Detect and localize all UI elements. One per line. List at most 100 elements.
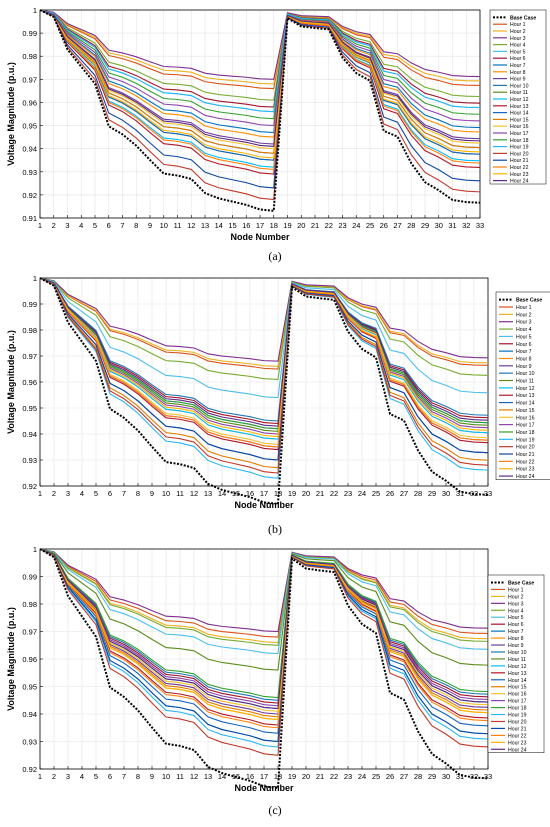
x-axis-label: Node Number (230, 232, 290, 242)
legend-label: Hour 15 (516, 408, 535, 414)
series-line-hour-6 (39, 277, 489, 425)
x-tick-label: 10 (162, 489, 170, 498)
voltage-chart-a: 1 2 3 4 5 6 7 8 9 10 11 12 13 14 15 16 17 18 19 20 21 22 23 24 2… (6, 6, 547, 242)
series-line-hour-7 (39, 9, 481, 134)
legend-label: Hour 5 (508, 615, 524, 621)
panel-label-c: (c) (268, 803, 282, 817)
x-tick-label: 5 (94, 772, 98, 781)
legend-label: Hour 14 (508, 678, 527, 684)
legend-label: Hour 24 (508, 747, 527, 753)
x-tick-label: 16 (246, 772, 254, 781)
y-tick-label: 0.92 (22, 191, 37, 200)
legend-label: Hour 16 (510, 124, 529, 130)
x-tick-label: 9 (148, 221, 152, 230)
y-tick-label: 0.99 (22, 29, 37, 38)
y-tick-label: 0.93 (22, 168, 37, 177)
x-tick-label: 6 (108, 772, 112, 781)
series-line-hour-24 (39, 548, 489, 710)
x-tick-label: 22 (325, 221, 333, 230)
series-line-hour-9 (39, 548, 489, 715)
series-group (39, 9, 481, 212)
legend-label: Hour 7 (508, 629, 524, 635)
legend-label: Hour 2 (508, 594, 524, 600)
y-tick-label: 1 (33, 274, 37, 283)
legend-label: Base Case (516, 298, 542, 304)
series-line-hour-12 (39, 9, 481, 168)
x-tick-label: 17 (260, 772, 268, 781)
x-tick-label: 28 (407, 221, 415, 230)
x-tick-label: 20 (302, 489, 310, 498)
legend-label: Hour 2 (516, 312, 532, 318)
series-line-hour-16 (39, 9, 481, 150)
x-tick-label: 4 (80, 489, 84, 498)
x-tick-label: 8 (134, 221, 138, 230)
y-tick-label: 0.95 (22, 122, 37, 131)
series-line-hour-20 (39, 548, 489, 756)
series-line-hour-8 (39, 9, 481, 138)
x-tick-label: 24 (352, 221, 360, 230)
y-tick-label: 0.94 (22, 145, 37, 154)
series-line-hour-16 (39, 548, 489, 712)
legend-label: Hour 5 (516, 334, 532, 340)
x-tick-label: 3 (66, 489, 70, 498)
x-tick-label: 27 (400, 772, 408, 781)
legend-label: Base Case (510, 15, 536, 21)
legend-label: Hour 9 (516, 364, 532, 370)
x-tick-label: 12 (187, 221, 195, 230)
series-line-hour-1 (39, 548, 489, 638)
series-line-hour-23 (39, 9, 481, 159)
x-tick-label: 4 (80, 772, 84, 781)
series-line-hour-21 (39, 9, 481, 189)
legend-label: Hour 3 (516, 320, 532, 326)
chart-panel-b: 1 2 3 4 5 6 7 8 9 10 11 12 13 14 15 16 17 18 19 20 21 22 23 24 2… (0, 270, 550, 545)
x-tick-label: 24 (358, 772, 366, 781)
legend-label: Hour 8 (508, 636, 524, 642)
series-line-hour-15 (39, 277, 489, 469)
series-line-hour-22 (39, 9, 481, 171)
legend-label: Hour 15 (510, 117, 529, 123)
voltage-chart-c: 1 2 3 4 5 6 7 8 9 10 11 12 13 14 15 16 17 18 19 20 21 22 23 24 2… (6, 545, 545, 793)
x-tick-label: 33 (476, 221, 484, 230)
x-tick-label: 14 (218, 772, 226, 781)
y-tick-label: 0.94 (22, 710, 37, 719)
legend-label: Hour 24 (510, 179, 529, 185)
x-tick-label: 25 (366, 221, 374, 230)
y-tick-label: 0.97 (22, 75, 37, 84)
x-tick-label: 12 (190, 772, 198, 781)
x-tick-label: 27 (400, 489, 408, 498)
x-tick-label: 20 (302, 772, 310, 781)
legend-label: Hour 9 (510, 77, 526, 83)
x-tick-label: 29 (428, 772, 436, 781)
series-line-hour-22 (39, 548, 489, 729)
legend-label: Hour 19 (510, 145, 529, 151)
legend-label: Hour 24 (516, 474, 535, 480)
legend-label: Hour 21 (516, 452, 535, 458)
x-tick-label: 17 (256, 221, 264, 230)
series-group (39, 548, 489, 790)
x-tick-label: 25 (372, 489, 380, 498)
legend-label: Hour 7 (516, 349, 532, 355)
y-axis-label: Voltage Magnitude (p.u.) (6, 62, 16, 166)
x-tick-label: 18 (270, 221, 278, 230)
x-tick-label: 28 (414, 772, 422, 781)
legend-label: Hour 15 (508, 685, 527, 691)
legend-label: Hour 12 (516, 386, 535, 392)
series-line-hour-21 (39, 548, 489, 743)
series-line-hour-13 (39, 9, 481, 175)
x-tick-label: 30 (442, 772, 450, 781)
series-line-hour-22 (39, 277, 489, 448)
legend-label: Hour 22 (516, 459, 535, 465)
x-tick-label: 26 (386, 772, 394, 781)
y-axis-label: Voltage Magnitude (p.u.) (6, 607, 16, 711)
y-tick-label: 0.98 (22, 52, 37, 61)
x-tick-label: 13 (204, 489, 212, 498)
x-tick-label: 5 (93, 221, 97, 230)
panel-label-b: (b) (268, 522, 282, 536)
legend-label: Hour 9 (508, 643, 524, 649)
series-line-hour-9 (39, 9, 481, 145)
legend-label: Hour 11 (516, 379, 534, 385)
legend-label: Hour 18 (508, 706, 527, 712)
x-tick-label: 15 (228, 221, 236, 230)
